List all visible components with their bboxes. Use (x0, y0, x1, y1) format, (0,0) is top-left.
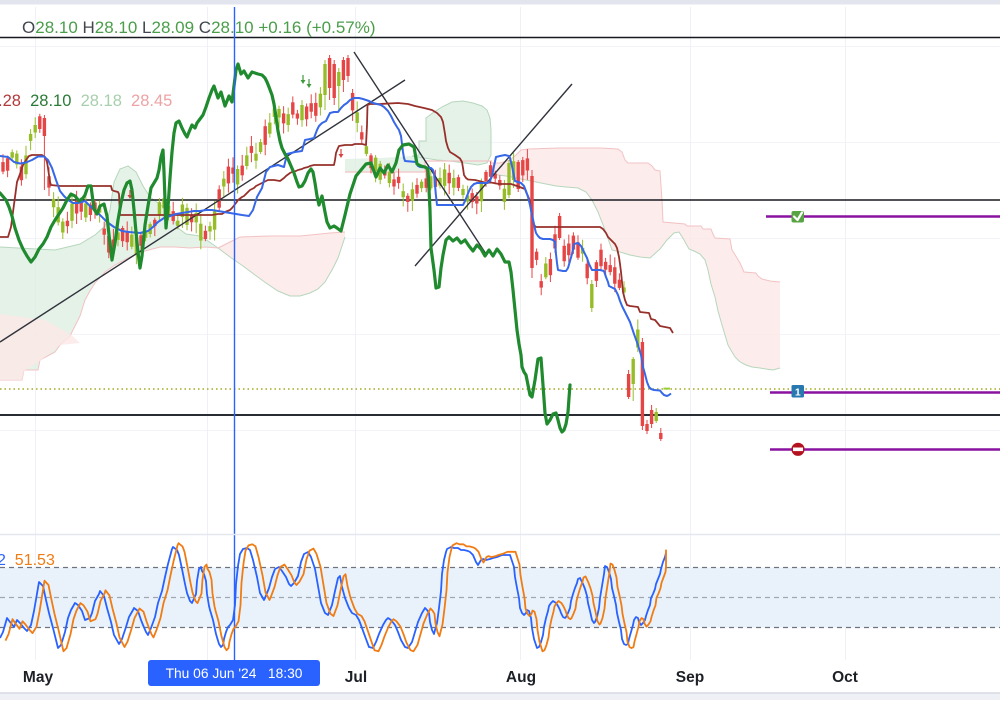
svg-text:Oct: Oct (832, 669, 858, 686)
svg-text:Sep: Sep (676, 669, 704, 686)
svg-text:.28 28.10 28.18 28.45: .28 28.10 28.18 28.45 (0, 92, 172, 110)
svg-text:Aug: Aug (506, 669, 536, 686)
svg-text:Jul: Jul (345, 669, 367, 686)
svg-text:May: May (23, 669, 54, 686)
svg-text:O28.10 H28.10 L28.09 C28.10 +0: O28.10 H28.10 L28.09 C28.10 +0.16 (+0.57… (22, 18, 376, 37)
svg-text:2 51.53: 2 51.53 (0, 552, 55, 569)
svg-text:1: 1 (795, 386, 801, 398)
svg-text:Thu 06 Jun '24 18:30: Thu 06 Jun '24 18:30 (166, 666, 303, 681)
